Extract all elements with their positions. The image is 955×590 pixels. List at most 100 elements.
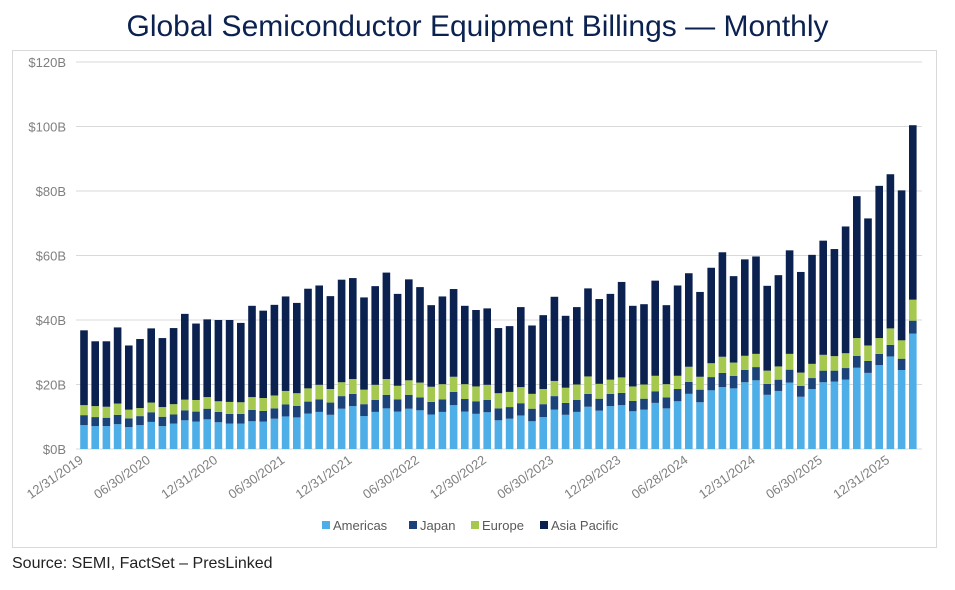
bars [80,125,917,449]
bar-segment-japan [326,402,335,415]
bar-stack [875,185,883,449]
bar-segment-japan [494,408,503,421]
bar-segment-europe [584,376,592,394]
bar-segment-americas [696,402,704,449]
bar-segment-asia-pacific [853,196,861,339]
bar-segment-europe [785,353,794,370]
y-tick-label: $0B [43,442,66,457]
bar-segment-asia-pacific [774,275,783,367]
bar-stack [147,328,155,449]
bar-segment-europe [80,405,88,416]
bar-segment-asia-pacific [91,341,99,407]
page-title: Global Semiconductor Equipment Billings … [126,10,829,43]
bar-segment-europe [349,379,357,394]
bar-segment-europe [606,379,615,394]
bar-segment-japan [281,404,290,417]
bar-segment-europe [841,353,850,369]
bar-segment-europe [371,384,379,400]
bar-segment-asia-pacific [225,320,234,402]
bar-segment-asia-pacific [248,305,256,398]
bar-segment-asia-pacific [505,326,514,392]
bar-segment-americas [203,419,211,449]
bar-segment-europe [326,389,335,403]
bar-segment-europe [237,402,245,414]
bar-segment-americas [752,380,760,449]
bar-segment-europe [293,393,301,406]
bar-stack [494,328,503,449]
bar-stack [517,307,525,449]
bar-segment-americas [449,405,458,449]
bar-segment-asia-pacific [729,276,738,363]
bar-segment-asia-pacific [192,323,200,400]
bar-segment-americas [125,427,133,449]
bar-segment-americas [528,421,536,449]
bar-segment-asia-pacific [763,285,771,371]
bar-segment-japan [248,409,256,422]
bar-segment-europe [158,407,167,417]
bar-segment-europe [494,393,503,409]
bar-segment-americas [651,402,659,449]
bar-segment-europe [214,401,223,412]
bar-stack [326,296,335,449]
bar-segment-europe [483,384,491,400]
bar-segment-japan [449,391,458,406]
bar-segment-americas [461,411,469,449]
bar-stack [461,305,469,449]
legend-item: Americas [322,518,388,533]
bar-segment-europe [438,384,447,400]
bar-segment-japan [203,408,211,420]
bar-segment-europe [136,408,144,417]
bar-segment-americas [91,426,99,449]
bar-segment-japan [483,399,491,413]
legend-label: Japan [420,518,455,533]
bar-segment-americas [808,389,816,449]
bar-segment-americas [113,424,122,449]
bar-segment-asia-pacific [494,328,503,394]
bar-segment-americas [214,422,223,449]
bar-segment-europe [169,404,178,415]
bar-segment-europe [270,395,279,409]
x-tick-label: 12/29/2023 [561,452,623,502]
bar-segment-japan [517,403,525,416]
bar-stack [281,296,290,449]
bar-stack [125,345,133,449]
bar-stack [248,305,256,449]
bar-segment-europe [91,406,99,418]
bar-stack [785,250,794,449]
bar-stack [685,273,693,449]
bar-segment-americas [617,405,626,449]
bar-segment-japan [293,405,301,418]
bar-segment-asia-pacific [438,296,447,385]
bar-segment-americas [472,413,480,449]
bar-segment-americas [729,388,738,449]
bar-segment-asia-pacific [573,307,581,385]
bar-segment-americas [483,412,491,449]
bar-segment-japan [102,417,111,427]
bar-segment-japan [371,399,379,412]
bar-segment-asia-pacific [718,252,727,357]
bar-segment-asia-pacific [125,345,133,410]
bar-segment-americas [337,408,346,449]
bar-stack [214,320,223,449]
bar-stack [841,226,850,449]
bar-segment-europe [729,362,738,376]
x-axis-labels: 12/31/2019 06/30/2020 12/31/2020 06/30/2021… [24,452,892,502]
bar-segment-japan [158,416,167,427]
bar-segment-asia-pacific [886,174,895,329]
bar-segment-asia-pacific [237,322,245,403]
bar-segment-europe [573,384,581,400]
bar-stack [673,285,682,449]
bar-segment-europe [886,328,895,345]
bar-segment-japan [662,397,671,409]
bar-segment-japan [595,398,603,411]
bar-stack [729,276,738,449]
bar-segment-europe [304,388,312,402]
bar-segment-asia-pacific [841,226,850,354]
bar-segment-asia-pacific [360,297,368,390]
bar-segment-asia-pacific [483,308,491,385]
bar-segment-americas [797,396,805,449]
bar-segment-europe [696,376,704,390]
bar-segment-asia-pacific [808,254,816,364]
bar-stack [853,196,861,449]
bar-segment-europe [181,399,189,411]
